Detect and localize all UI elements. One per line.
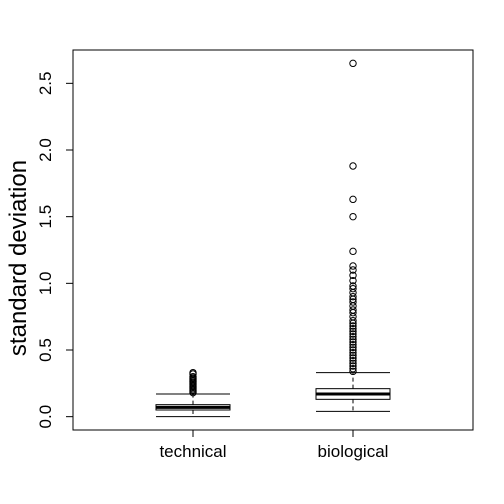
x-axis: technical biological	[159, 430, 388, 461]
outlier-point	[350, 248, 356, 254]
y-tick-label: 1.5	[36, 205, 55, 229]
outlier-point	[350, 60, 356, 66]
x-tick-label: biological	[318, 442, 389, 461]
x-tick-label: technical	[159, 442, 226, 461]
y-axis-title: standard deviation	[5, 160, 32, 356]
outlier-point	[350, 263, 356, 269]
outlier-point	[350, 196, 356, 202]
outlier-point	[350, 163, 356, 169]
y-tick-label: 0.0	[36, 405, 55, 429]
plot-frame	[73, 50, 473, 430]
outlier-point	[350, 213, 356, 219]
box-biological	[316, 60, 390, 411]
y-tick-label: 0.5	[36, 338, 55, 362]
boxes	[156, 60, 390, 417]
y-axis: 0.0 0.5 1.0 1.5 2.0 2.5	[36, 72, 73, 429]
box-technical	[156, 369, 230, 416]
y-tick-label: 1.0	[36, 272, 55, 296]
y-tick-label: 2.5	[36, 72, 55, 96]
y-tick-label: 2.0	[36, 138, 55, 162]
